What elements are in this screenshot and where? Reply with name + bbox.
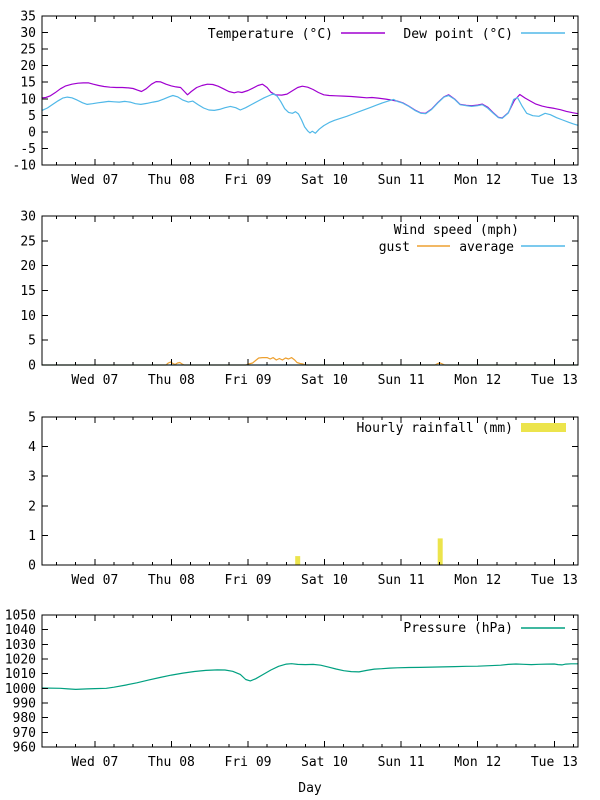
wind-speed-series <box>41 357 579 366</box>
y-tick-label: 4 <box>28 440 36 455</box>
x-axis-title: Day <box>298 781 322 796</box>
y-tick-label: 25 <box>20 234 36 249</box>
hourly-rainfall-chart-legend: Hourly rainfall (mm) <box>356 421 566 436</box>
y-tick-label: 1040 <box>5 623 36 638</box>
x-tick-label: Sun 11 <box>378 573 425 588</box>
y-tick-label: 960 <box>13 741 36 756</box>
temperature-dewpoint-series <box>41 80 579 134</box>
wind-speed-legend-title: Wind speed (mph) <box>394 223 519 238</box>
y-tick-label: 3 <box>28 470 36 485</box>
x-tick-label: Mon 12 <box>454 373 501 388</box>
pressure-legend-label: Pressure (hPa) <box>403 621 513 636</box>
y-tick-label: 1010 <box>5 667 36 682</box>
plot-frame <box>41 614 579 748</box>
y-tick-label: 20 <box>20 259 36 274</box>
y-tick-label: 1000 <box>5 682 36 697</box>
rainfall-legend-sample <box>521 423 566 432</box>
wind-speed-axes: 0 5 10 15 20 25 30 Wed 07 Thu 08 Fri 09 Sat 10 Sun … <box>20 210 579 388</box>
x-tick-label: Sat 10 <box>301 173 348 188</box>
x-tick-label: Fri 09 <box>225 373 272 388</box>
hourly-rainfall-axes: 0 1 2 3 4 5 Wed 07 Thu 08 Fri 09 Sat 10 Sun 11 Mon … <box>28 411 579 588</box>
x-tick-label: Thu 08 <box>148 573 195 588</box>
hourly-rainfall-series <box>295 538 443 565</box>
y-tick-label: 1050 <box>5 609 36 624</box>
x-tick-label: Tue 13 <box>531 755 578 770</box>
gust-legend-label: gust <box>379 240 410 255</box>
plot-frame <box>41 15 579 166</box>
x-tick-label: Mon 12 <box>454 173 501 188</box>
y-tick-label: 0 <box>28 559 36 574</box>
x-tick-label: Mon 12 <box>454 755 501 770</box>
series-temperature-c- <box>41 80 579 119</box>
y-tick-label: 20 <box>20 59 36 74</box>
average-legend-label: average <box>459 240 514 255</box>
y-tick-label: 970 <box>13 726 36 741</box>
y-tick-label: 10 <box>20 92 36 107</box>
plot-frame <box>41 416 579 566</box>
y-tick-label: 1 <box>28 529 36 544</box>
temperature-chart-legend: Temperature (°C) Dew point (°C) <box>208 27 565 42</box>
y-tick-label: 0 <box>28 125 36 140</box>
y-tick-label: 35 <box>20 10 36 25</box>
hourly-rainfall-chart: 0 1 2 3 4 5 Wed 07 Thu 08 Fri 09 Sat 10 Sun 11 Mon … <box>28 411 579 588</box>
y-tick-label: 10 <box>20 309 36 324</box>
y-tick-label: -10 <box>13 159 36 174</box>
x-tick-label: Sat 10 <box>301 573 348 588</box>
y-tick-label: 990 <box>13 697 36 712</box>
x-tick-label: Mon 12 <box>454 573 501 588</box>
x-tick-label: Sat 10 <box>301 755 348 770</box>
x-tick-label: Tue 13 <box>531 573 578 588</box>
pressure-chart-legend: Pressure (hPa) <box>403 621 565 636</box>
series-pressure-hpa- <box>41 663 579 691</box>
wind-speed-chart-legend: Wind speed (mph) gust average <box>379 223 565 255</box>
rainfall-bar <box>437 538 443 565</box>
x-tick-label: Wed 07 <box>71 173 118 188</box>
plot-frame <box>41 215 579 366</box>
temperature-legend-label: Temperature (°C) <box>208 27 333 42</box>
y-tick-label: 15 <box>20 284 36 299</box>
y-tick-label: 980 <box>13 711 36 726</box>
y-tick-label: 25 <box>20 43 36 58</box>
x-tick-label: Sat 10 <box>301 373 348 388</box>
x-tick-label: Wed 07 <box>71 755 118 770</box>
series-gust <box>41 357 579 366</box>
x-tick-label: Sun 11 <box>378 373 425 388</box>
x-tick-label: Fri 09 <box>225 755 272 770</box>
y-tick-label: 1030 <box>5 638 36 653</box>
y-tick-label: 2 <box>28 499 36 514</box>
pressure-series <box>41 663 579 691</box>
x-tick-label: Tue 13 <box>531 373 578 388</box>
series-dew-point-c- <box>41 93 579 134</box>
x-tick-label: Thu 08 <box>148 173 195 188</box>
x-tick-label: Thu 08 <box>148 755 195 770</box>
x-tick-label: Thu 08 <box>148 373 195 388</box>
y-tick-label: 5 <box>28 411 36 426</box>
x-tick-label: Tue 13 <box>531 173 578 188</box>
y-tick-label: 1020 <box>5 653 36 668</box>
rainfall-bar <box>295 556 301 565</box>
y-tick-label: 30 <box>20 26 36 41</box>
dew-point-legend-label: Dew point (°C) <box>403 27 513 42</box>
y-tick-label: 0 <box>28 359 36 374</box>
x-tick-label: Wed 07 <box>71 373 118 388</box>
y-tick-label: 5 <box>28 109 36 124</box>
x-tick-label: Sun 11 <box>378 173 425 188</box>
x-tick-label: Sun 11 <box>378 755 425 770</box>
rainfall-legend-label: Hourly rainfall (mm) <box>356 421 513 436</box>
x-tick-label: Fri 09 <box>225 573 272 588</box>
wind-speed-chart: 0 5 10 15 20 25 30 Wed 07 Thu 08 Fri 09 Sat 10 Sun … <box>20 210 579 388</box>
y-tick-label: 30 <box>20 210 36 225</box>
x-tick-label: Fri 09 <box>225 173 272 188</box>
y-tick-label: 5 <box>28 334 36 349</box>
y-tick-label: -5 <box>20 142 36 157</box>
y-tick-label: 15 <box>20 76 36 91</box>
x-tick-label: Wed 07 <box>71 573 118 588</box>
